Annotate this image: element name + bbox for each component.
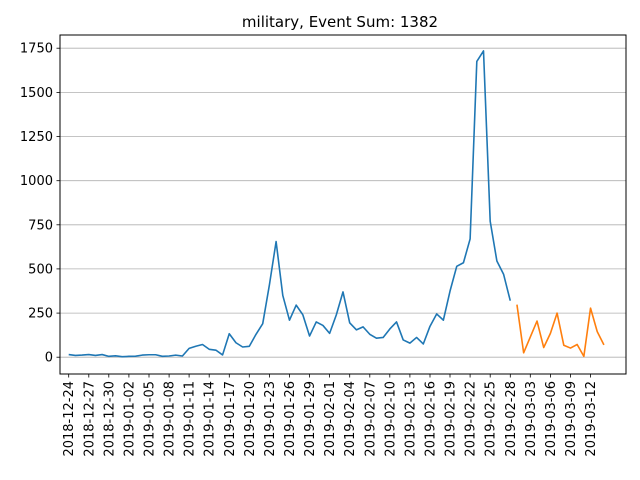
y-gridlines: [60, 47, 626, 358]
x-tick-label: 2019-01-14: [203, 381, 218, 457]
x-tick-label: 2019-02-13: [403, 381, 418, 457]
x-tick-label: 2018-12-30: [102, 381, 117, 457]
y-axis: 0 250 500 750 1000 1250 1500 1750: [20, 42, 60, 366]
x-tick-label: 2019-01-02: [122, 381, 137, 457]
y-tick-label: 1000: [20, 174, 53, 189]
x-tick-label: 2018-12-27: [82, 381, 97, 457]
y-tick-label: 250: [28, 307, 53, 322]
x-tick-label: 2019-01-20: [243, 381, 258, 457]
x-tick-label: 2019-01-26: [283, 381, 298, 457]
x-tick-label: 2019-01-17: [223, 381, 238, 457]
x-tick-label: 2019-02-28: [504, 381, 519, 457]
x-tick-label: 2019-01-11: [183, 381, 198, 457]
x-tick-label: 2019-01-05: [143, 381, 158, 457]
x-tick-label: 2019-02-16: [424, 381, 439, 457]
x-tick-label: 2019-02-01: [323, 381, 338, 457]
y-tick-label: 1750: [20, 42, 53, 57]
x-tick-label: 2019-02-19: [444, 381, 459, 457]
x-tick-label: 2019-03-03: [524, 381, 539, 457]
y-tick-label: 750: [28, 218, 53, 233]
x-tick-label: 2019-02-04: [343, 381, 358, 457]
x-tick-label: 2018-12-24: [62, 381, 77, 457]
x-tick-label: 2019-03-12: [584, 381, 599, 457]
y-tick-label: 0: [45, 351, 53, 366]
x-tick-label: 2019-02-25: [484, 381, 499, 457]
y-tick-label: 1250: [20, 130, 53, 145]
x-tick-label: 2019-02-22: [464, 381, 479, 457]
x-tick-label: 2019-01-08: [163, 381, 178, 457]
chart-title: military, Event Sum: 1382: [242, 13, 438, 31]
plot-frame: [59, 34, 627, 375]
x-axis: 2018-12-24 2018-12-27 2018-12-30 2019-01-02…: [62, 374, 599, 457]
x-tick-label: 2019-02-10: [383, 381, 398, 457]
series-line-2: [516, 304, 605, 358]
y-tick-label: 1500: [20, 86, 53, 101]
x-tick-label: 2019-01-23: [263, 381, 278, 457]
x-tick-label: 2019-03-09: [564, 381, 579, 457]
x-tick-label: 2019-01-29: [303, 381, 318, 457]
series-lines: [68, 50, 605, 358]
x-tick-label: 2019-02-07: [363, 381, 378, 457]
series-line-1: [68, 50, 512, 358]
x-tick-label: 2019-03-06: [544, 381, 559, 457]
y-tick-label: 500: [28, 262, 53, 277]
